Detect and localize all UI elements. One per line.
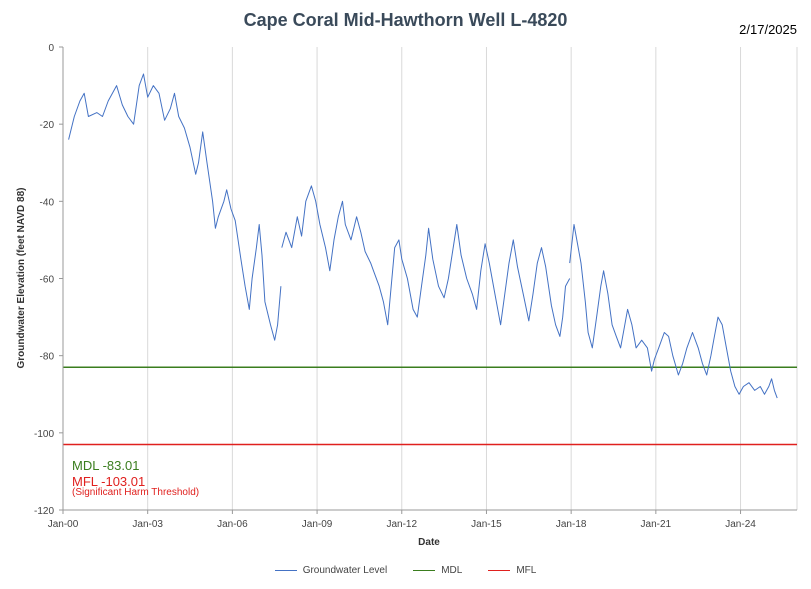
groundwater-level-line <box>569 224 778 399</box>
mfl-annotation: MFL -103.01 <box>72 474 146 489</box>
legend-item-mfl: MFL <box>488 565 536 576</box>
x-tick-label: Jan-03 <box>132 519 163 530</box>
legend-item-mdl: MDL <box>413 565 462 576</box>
x-tick-label: Jan-00 <box>48 519 79 530</box>
tick-labels: Jan-00 Jan-03 Jan-06 Jan-09 Jan-12 Jan-15 Jan-… <box>34 43 756 530</box>
x-tick-label: Jan-12 <box>386 519 417 530</box>
legend-swatch-groundwater <box>274 570 297 571</box>
legend-swatch-mdl <box>413 570 436 571</box>
x-axis-label: Date <box>418 537 440 548</box>
x-tick-label: Jan-09 <box>302 519 333 530</box>
x-tick-label: Jan-18 <box>556 519 587 530</box>
legend-label-mfl: MFL <box>516 565 537 576</box>
groundwater-level-line <box>281 185 571 337</box>
y-tick-label: -60 <box>40 275 55 286</box>
grid-lines <box>147 47 798 510</box>
x-tick-label: Jan-15 <box>471 519 502 530</box>
x-tick-label: Jan-06 <box>217 519 248 530</box>
chart-canvas: Jan-00 Jan-03 Jan-06 Jan-09 Jan-12 Jan-15 Jan-… <box>16 43 798 548</box>
legend-label-groundwater: Groundwater Level <box>302 565 388 576</box>
mfl-threshold-note: (Significant Harm Threshold) <box>72 487 200 498</box>
reference-lines <box>63 366 797 446</box>
legend-swatch-mfl <box>488 570 511 571</box>
x-tick-label: Jan-21 <box>641 519 672 530</box>
groundwater-level-line <box>68 73 282 341</box>
y-axis-label: Groundwater Elevation (feet NAVD 88) <box>16 188 27 369</box>
legend-label-mdl: MDL <box>441 565 463 576</box>
y-tick-label: -100 <box>34 429 54 440</box>
legend: Groundwater Level MDL MFL <box>0 565 811 576</box>
legend-item-groundwater: Groundwater Level <box>274 565 388 576</box>
y-tick-label: -20 <box>40 120 55 131</box>
mdl-annotation: MDL -83.01 <box>72 458 140 473</box>
y-tick-label: -80 <box>40 352 55 363</box>
axes <box>59 46 797 514</box>
x-tick-label: Jan-24 <box>725 519 756 530</box>
y-tick-label: -40 <box>40 197 55 208</box>
y-tick-label: -120 <box>34 506 54 517</box>
chart-title: Cape Coral Mid-Hawthorn Well L-4820 <box>243 10 568 30</box>
y-tick-label: 0 <box>48 43 54 54</box>
date-stamp: 2/17/2025 <box>739 22 797 37</box>
series-layer <box>68 73 778 399</box>
